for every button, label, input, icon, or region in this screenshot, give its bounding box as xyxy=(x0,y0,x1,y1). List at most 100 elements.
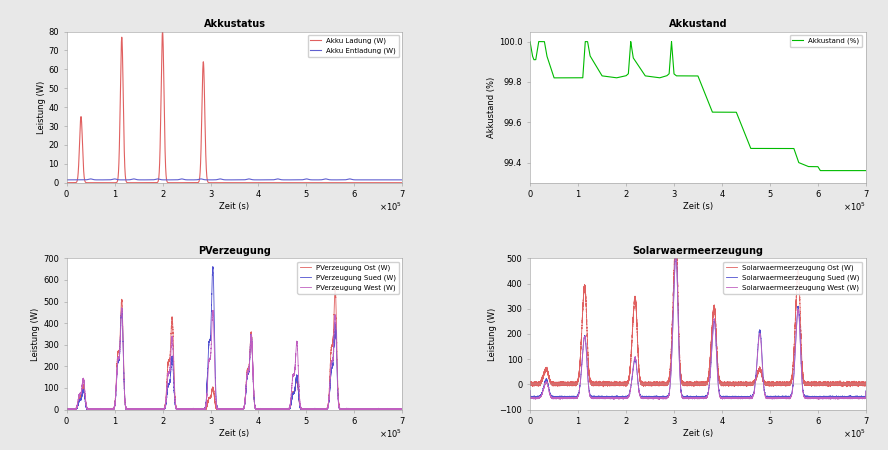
PVerzeugung Sued (W) xyxy=(208,264,218,270)
PVerzeugung West (W) xyxy=(61,406,72,412)
Solarwaermeerzeugung West (W) xyxy=(525,388,535,394)
Line: PVerzeugung Ost (W): PVerzeugung Ost (W) xyxy=(67,288,402,410)
Solarwaermeerzeugung Sued (W) xyxy=(727,395,738,400)
PVerzeugung Ost (W) xyxy=(243,365,254,371)
Legend: PVerzeugung Ost (W), PVerzeugung Sued (W), PVerzeugung West (W): PVerzeugung Ost (W), PVerzeugung Sued (W… xyxy=(297,262,399,294)
Solarwaermeerzeugung Ost (W) xyxy=(606,379,616,385)
Akkustand (%) xyxy=(815,168,826,173)
Akku Ladung (W) xyxy=(190,180,201,185)
Akkustand (%) xyxy=(727,109,738,115)
Solarwaermeerzeugung Ost (W) xyxy=(845,384,856,390)
Akkustand (%) xyxy=(606,74,616,80)
Akku Ladung (W) xyxy=(157,29,168,34)
Akku Entladung (W) xyxy=(243,176,254,182)
Solarwaermeerzeugung Ost (W) xyxy=(727,380,738,386)
Solarwaermeerzeugung West (W) xyxy=(727,396,738,401)
Solarwaermeerzeugung Sued (W) xyxy=(860,388,871,393)
Solarwaermeerzeugung Sued (W) xyxy=(774,394,785,400)
PVerzeugung West (W) xyxy=(243,368,254,373)
PVerzeugung Sued (W) xyxy=(264,407,274,412)
Line: Solarwaermeerzeugung Sued (W): Solarwaermeerzeugung Sued (W) xyxy=(530,254,866,398)
Akku Entladung (W) xyxy=(84,176,95,182)
PVerzeugung West (W) xyxy=(264,407,274,412)
X-axis label: Zeit (s): Zeit (s) xyxy=(683,429,713,438)
Akku Entladung (W) xyxy=(311,177,321,183)
Solarwaermeerzeugung Sued (W) xyxy=(707,340,718,345)
Akkustand (%) xyxy=(707,109,718,115)
Solarwaermeerzeugung Sued (W) xyxy=(548,394,559,400)
Solarwaermeerzeugung Sued (W) xyxy=(608,396,619,401)
Solarwaermeerzeugung West (W) xyxy=(548,396,559,401)
Text: $\times10^5$: $\times10^5$ xyxy=(379,201,402,213)
PVerzeugung Ost (W) xyxy=(61,407,72,412)
Akku Ladung (W) xyxy=(84,180,95,185)
Akku Entladung (W) xyxy=(190,177,201,183)
Akku Ladung (W) xyxy=(397,180,408,185)
Solarwaermeerzeugung Ost (W) xyxy=(860,381,871,386)
X-axis label: Zeit (s): Zeit (s) xyxy=(219,202,250,211)
PVerzeugung West (W) xyxy=(311,407,321,412)
Line: Akku Ladung (W): Akku Ladung (W) xyxy=(67,32,402,183)
Y-axis label: Akkustand (%): Akkustand (%) xyxy=(487,76,496,138)
PVerzeugung Sued (W) xyxy=(61,407,72,412)
PVerzeugung West (W) xyxy=(190,407,201,412)
PVerzeugung Ost (W) xyxy=(264,407,274,412)
Line: PVerzeugung Sued (W): PVerzeugung Sued (W) xyxy=(67,267,402,410)
Akkustand (%) xyxy=(525,39,535,44)
PVerzeugung West (W) xyxy=(84,406,95,411)
Solarwaermeerzeugung West (W) xyxy=(608,397,619,402)
Y-axis label: Leistung (W): Leistung (W) xyxy=(488,307,496,360)
PVerzeugung Sued (W) xyxy=(311,407,321,412)
Akku Entladung (W) xyxy=(397,177,408,183)
Akkustand (%) xyxy=(654,75,664,81)
Akku Ladung (W) xyxy=(142,180,153,185)
PVerzeugung West (W) xyxy=(142,407,153,412)
PVerzeugung Sued (W) xyxy=(61,407,72,412)
Text: $\times10^5$: $\times10^5$ xyxy=(379,428,402,440)
Solarwaermeerzeugung Ost (W) xyxy=(707,323,718,328)
Text: $\times10^5$: $\times10^5$ xyxy=(843,428,866,440)
PVerzeugung Sued (W) xyxy=(397,407,408,412)
Line: Akku Entladung (W): Akku Entladung (W) xyxy=(67,179,402,180)
Solarwaermeerzeugung Sued (W) xyxy=(654,394,664,400)
PVerzeugung Ost (W) xyxy=(190,407,201,412)
Title: PVerzeugung: PVerzeugung xyxy=(198,246,271,256)
PVerzeugung Ost (W) xyxy=(61,407,72,412)
Akkustand (%) xyxy=(548,72,559,77)
Line: PVerzeugung West (W): PVerzeugung West (W) xyxy=(67,308,402,410)
Title: Akkustatus: Akkustatus xyxy=(203,19,266,29)
Solarwaermeerzeugung Sued (W) xyxy=(670,252,681,257)
Legend: Akkustand (%): Akkustand (%) xyxy=(789,35,862,47)
Solarwaermeerzeugung West (W) xyxy=(707,338,718,343)
PVerzeugung West (W) xyxy=(61,407,72,412)
Legend: Akku Ladung (W), Akku Entladung (W): Akku Ladung (W), Akku Entladung (W) xyxy=(307,35,399,57)
Akku Ladung (W) xyxy=(254,180,265,185)
PVerzeugung Ost (W) xyxy=(142,406,153,412)
Line: Akkustand (%): Akkustand (%) xyxy=(530,41,866,171)
PVerzeugung Ost (W) xyxy=(397,406,408,412)
Akku Ladung (W) xyxy=(264,180,274,185)
Akku Entladung (W) xyxy=(61,177,72,183)
PVerzeugung Ost (W) xyxy=(329,285,340,291)
Title: Akkustand: Akkustand xyxy=(669,19,727,29)
Line: Solarwaermeerzeugung Ost (W): Solarwaermeerzeugung Ost (W) xyxy=(530,237,866,387)
PVerzeugung West (W) xyxy=(397,406,408,412)
PVerzeugung Sued (W) xyxy=(190,407,201,412)
Solarwaermeerzeugung West (W) xyxy=(860,389,871,394)
X-axis label: Zeit (s): Zeit (s) xyxy=(683,202,713,211)
Akku Ladung (W) xyxy=(61,180,72,185)
Solarwaermeerzeugung West (W) xyxy=(654,396,664,401)
Text: $\times10^5$: $\times10^5$ xyxy=(843,201,866,213)
PVerzeugung West (W) xyxy=(116,305,127,310)
Solarwaermeerzeugung West (W) xyxy=(670,252,681,257)
Akku Entladung (W) xyxy=(264,177,274,183)
Legend: Solarwaermeerzeugung Ost (W), Solarwaermeerzeugung Sued (W), Solarwaermeerzeugun: Solarwaermeerzeugung Ost (W), Solarwaerm… xyxy=(724,262,862,294)
X-axis label: Zeit (s): Zeit (s) xyxy=(219,429,250,438)
Solarwaermeerzeugung Ost (W) xyxy=(773,382,784,387)
Akku Ladung (W) xyxy=(243,180,254,185)
Akku Ladung (W) xyxy=(311,180,321,185)
Solarwaermeerzeugung Ost (W) xyxy=(654,382,664,387)
PVerzeugung Ost (W) xyxy=(84,407,95,412)
Akkustand (%) xyxy=(860,168,871,173)
Y-axis label: Leistung (W): Leistung (W) xyxy=(36,81,45,134)
